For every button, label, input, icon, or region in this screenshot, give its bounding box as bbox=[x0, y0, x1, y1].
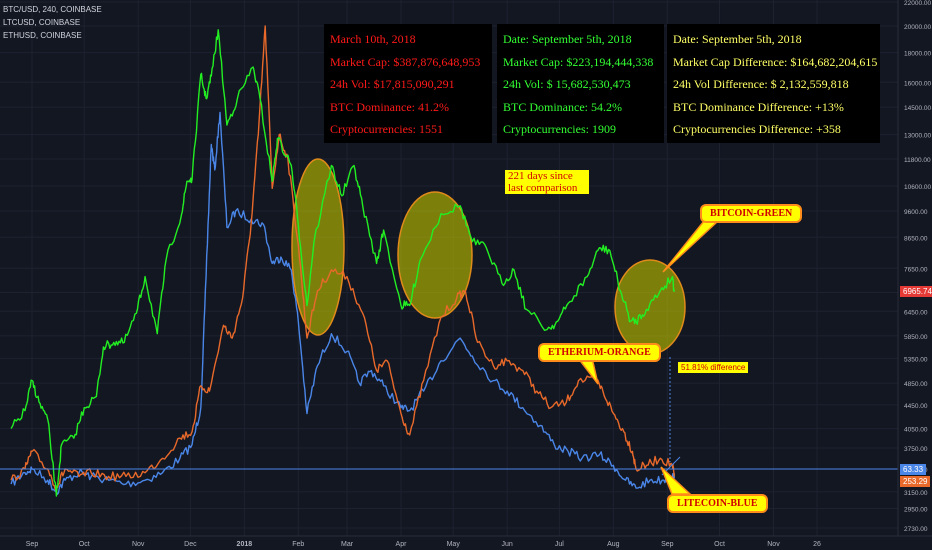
difference-cryptocurrencies: Cryptocurrencies Difference: +358 bbox=[673, 122, 841, 136]
difference-date: Date: September 5th, 2018 bbox=[673, 32, 802, 46]
y-tick-label: 20000.00 bbox=[904, 24, 931, 31]
series-line-0 bbox=[10, 29, 675, 497]
x-axis-band bbox=[0, 536, 932, 550]
y-tick-label: 9600.00 bbox=[904, 209, 928, 216]
y-tick-label: 4050.00 bbox=[904, 427, 928, 434]
march-stats-box: March 10th, 2018 Market Cap: $387,876,64… bbox=[324, 24, 492, 143]
march-date: March 10th, 2018 bbox=[330, 32, 416, 46]
x-tick-label: Apr bbox=[396, 541, 408, 548]
x-tick-label: Oct bbox=[79, 541, 90, 548]
y-tick-label: 4850.00 bbox=[904, 381, 928, 388]
march-cryptocurrencies: Cryptocurrencies: 1551 bbox=[330, 122, 443, 136]
september-volume: 24h Vol: $ 15,682,530,473 bbox=[503, 77, 631, 91]
y-tick-label: 3150.00 bbox=[904, 490, 928, 497]
highlight-ellipse bbox=[397, 191, 473, 319]
x-tick-label: Jun bbox=[502, 541, 513, 548]
difference-volume: 24h Vol Difference: $ 2,132,559,818 bbox=[673, 77, 849, 91]
x-tick-label: May bbox=[447, 541, 461, 548]
september-market-cap: Market Cap: $223,194,444,338 bbox=[503, 54, 654, 69]
y-tick-label: 14500.00 bbox=[904, 105, 931, 112]
x-tick-label: Aug bbox=[607, 541, 620, 548]
annotations bbox=[0, 220, 898, 495]
x-tick-label: Jul bbox=[555, 541, 564, 548]
ltc-price-tag: 63.33 bbox=[900, 464, 927, 475]
series-line-1 bbox=[10, 25, 675, 491]
march-volume: 24h Vol: $17,815,090,291 bbox=[330, 77, 455, 91]
chart-legend: BTC/USD, 240, COINBASE LTCUSD, COINBASE … bbox=[3, 3, 102, 42]
x-tick-label: Oct bbox=[714, 541, 725, 548]
x-tick-label: Dec bbox=[184, 541, 197, 548]
bitcoin-callout: BITCOIN-GREEN bbox=[700, 204, 803, 223]
y-tick-label: 13000.00 bbox=[904, 133, 931, 140]
y-tick-label: 2950.00 bbox=[904, 506, 928, 513]
bitcoin-callout-pointer bbox=[662, 220, 720, 273]
x-tick-label: 26 bbox=[813, 541, 821, 548]
difference-market-cap: Market Cap Difference: $164,682,204,615 bbox=[673, 54, 878, 69]
y-tick-label: 18000.00 bbox=[904, 51, 931, 58]
march-market-cap: Market Cap: $387,876,648,953 bbox=[330, 54, 481, 69]
y-tick-label: 7650.00 bbox=[904, 266, 928, 273]
y-tick-label: 10600.00 bbox=[904, 184, 931, 191]
y-tick-label: 5850.00 bbox=[904, 334, 928, 341]
x-tick-label: Nov bbox=[132, 541, 145, 548]
etherium-callout: ETHERIUM-ORANGE bbox=[538, 343, 661, 362]
y-tick-label: 11800.00 bbox=[904, 157, 931, 164]
y-tick-label: 8650.00 bbox=[904, 235, 928, 242]
x-tick-label: Nov bbox=[767, 541, 780, 548]
september-cryptocurrencies: Cryptocurrencies: 1909 bbox=[503, 122, 616, 136]
highlight-ellipses bbox=[291, 158, 686, 355]
y-axis: 22000.00 20000.00 18000.00 16000.00 14500.00… bbox=[897, 0, 931, 536]
difference-stats-box: Date: September 5th, 2018 Market Cap Dif… bbox=[667, 24, 880, 143]
september-dominance: BTC Dominance: 54.2% bbox=[503, 99, 622, 114]
x-tick-label: Mar bbox=[341, 541, 354, 548]
x-tick-label: 2018 bbox=[237, 541, 253, 548]
y-tick-label: 3750.00 bbox=[904, 446, 928, 453]
highlight-ellipse bbox=[614, 259, 686, 355]
days-since-label: 221 days since last comparison bbox=[505, 170, 589, 194]
series-line-2 bbox=[10, 111, 675, 495]
x-tick-label: Sep bbox=[661, 541, 674, 548]
march-dominance: BTC Dominance: 41.2% bbox=[330, 99, 449, 114]
x-tick-label: Sep bbox=[26, 541, 39, 548]
highlight-ellipse bbox=[291, 158, 345, 336]
y-tick-label: 2730.00 bbox=[904, 526, 928, 533]
btc-price-tag: 6965.74 bbox=[900, 286, 932, 297]
y-tick-label: 4450.00 bbox=[904, 403, 928, 410]
x-axis: Sep Oct Nov Dec 2018 Feb Mar Apr May Jun Jul Aug Sep… bbox=[0, 535, 932, 550]
x-tick-label: Feb bbox=[292, 541, 304, 548]
difference-dominance: BTC Dominance Difference: +13% bbox=[673, 99, 844, 114]
litecoin-callout: LITECOIN-BLUE bbox=[667, 494, 768, 513]
series-lines bbox=[10, 25, 675, 497]
eth-price-tag: 253.29 bbox=[900, 476, 931, 487]
y-tick-label: 16000.00 bbox=[904, 80, 931, 87]
september-date: Date: September 5th, 2018 bbox=[503, 32, 632, 46]
legend-eth: ETHUSD, COINBASE bbox=[3, 31, 82, 40]
percent-difference-label: 51.81% difference bbox=[678, 362, 749, 373]
legend-btc: BTC/USD, 240, COINBASE bbox=[3, 5, 102, 14]
september-stats-box: Date: September 5th, 2018 Market Cap: $2… bbox=[497, 24, 664, 143]
y-tick-label: 5350.00 bbox=[904, 356, 928, 363]
y-tick-label: 6450.00 bbox=[904, 309, 928, 316]
legend-ltc: LTCUSD, COINBASE bbox=[3, 18, 81, 27]
y-tick-label: 22000.00 bbox=[904, 0, 931, 7]
